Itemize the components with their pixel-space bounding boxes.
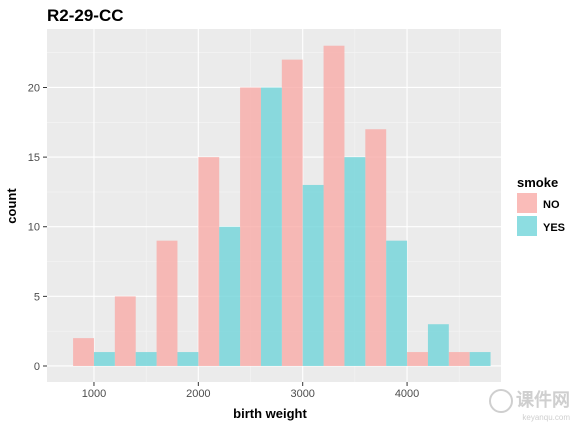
bar-no-4200	[407, 352, 428, 366]
x-tick-label: 2000	[186, 388, 210, 400]
legend-key-no	[517, 193, 537, 213]
bar-no-1000	[73, 338, 94, 366]
x-tick-label: 4000	[395, 388, 419, 400]
bar-yes-2600	[260, 87, 282, 366]
bar-yes-3400	[344, 157, 366, 366]
bar-yes-2200	[219, 226, 241, 366]
y-tick-label: 15	[28, 152, 40, 164]
bar-no-1800	[156, 240, 178, 366]
bar-yes-4600	[469, 352, 491, 366]
y-axis-ticks: 0 5 10 15 20	[28, 82, 47, 373]
bar-no-2600	[240, 87, 261, 366]
watermark-url: keyanqu.com	[522, 413, 570, 422]
bar-no-4600	[448, 352, 470, 366]
x-axis-ticks: 1000 2000 3000 4000	[82, 382, 419, 400]
bar-no-2200	[198, 157, 220, 366]
chart-title: R2-29-CC	[47, 6, 124, 25]
y-tick-label: 0	[34, 361, 40, 373]
bar-yes-3000	[302, 184, 324, 366]
x-axis-title: birth weight	[233, 406, 307, 421]
bar-yes-4200	[427, 324, 449, 366]
legend-title: smoke	[517, 175, 558, 190]
bar-no-3000	[281, 59, 303, 366]
watermark-logo-icon	[489, 389, 513, 413]
legend-label-yes: YES	[543, 222, 565, 234]
bar-yes-1400	[135, 352, 157, 366]
y-tick-label: 20	[28, 82, 40, 94]
x-tick-label: 1000	[82, 388, 106, 400]
legend: smoke NO YES	[517, 175, 565, 236]
bar-yes-1800	[177, 352, 199, 366]
bar-no-3800	[365, 129, 387, 366]
y-axis-title: count	[4, 188, 19, 224]
watermark: 课件网 keyanqu.com	[489, 389, 570, 422]
bars	[73, 45, 491, 366]
bar-no-3400	[323, 45, 345, 366]
watermark-brand: 课件网	[516, 389, 570, 410]
legend-label-no: NO	[543, 199, 560, 211]
y-tick-label: 10	[28, 222, 40, 234]
bar-yes-3800	[386, 240, 408, 366]
y-tick-label: 5	[34, 291, 40, 303]
x-tick-label: 3000	[290, 388, 314, 400]
legend-key-yes	[517, 216, 537, 236]
bar-no-1400	[114, 296, 136, 366]
bar-yes-1000	[93, 352, 115, 366]
